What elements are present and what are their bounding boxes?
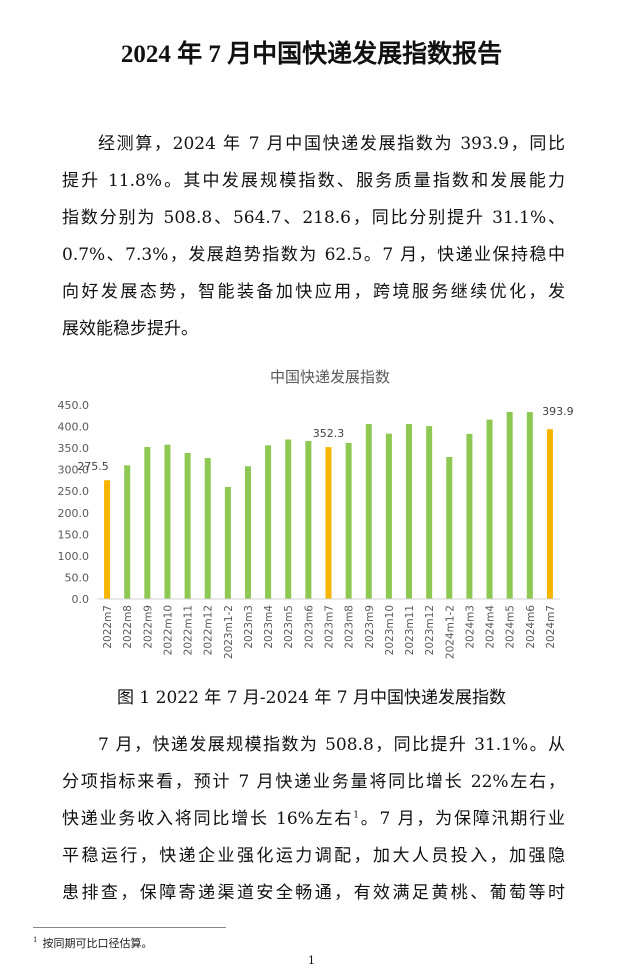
y-tick-label: 150.0 [58,528,90,541]
express-index-bar-chart: 中国快递发展指数 0.0 50.0 100.0 150.0 200.0 250.0 300.… [58,368,574,659]
text-line: 经测算，2024 年 7 月中国快递发展指数为 393.9，同比 [98,134,565,154]
y-tick-label: 300.0 [58,464,90,477]
bar-2022m8 [124,465,131,599]
x-tick-label: 2024m1-2 [444,605,456,659]
bar-2023m3 [244,466,251,599]
x-tick-label: 2023m10 [384,605,396,655]
page-number: 1 [308,954,315,967]
x-tick-label: 2022m9 [142,605,154,649]
y-tick-label: 250.0 [58,485,90,498]
bar-2022m10 [164,444,171,599]
x-tick-label: 2022m10 [162,605,174,655]
text-segment: 快递业务收入将同比增长 16%左右 [62,809,354,829]
bar-2023m10 [385,433,392,599]
x-tick-label: 2022m11 [183,605,195,655]
bar-2023m8 [345,442,352,599]
bars: 275.5 352.3 393.9 [77,405,574,599]
bar-2024m1-2 [446,456,453,599]
text-line: 指数分别为 508.8、564.7、218.6，同比分别提升 31.1%、 [62,208,565,228]
x-tick-label: 2023m7 [324,605,336,649]
y-tick-label: 100.0 [58,550,90,563]
x-tick-label: 2024m7 [545,605,557,649]
bar-2023m7 [325,447,332,599]
text-line: 快递业务收入将同比增长 16%左右1。7 月，为保障汛期行业 [62,801,565,838]
bar-2023m4 [265,445,272,599]
text-line: 平稳运行，快递企业强化运力调配，加大人员投入，加强隐 [62,846,565,866]
data-label: 393.9 [542,405,574,418]
bar-2022m9 [144,446,151,599]
bar-2024m3 [466,433,473,599]
bar-2024m7 [546,429,553,599]
bar-2023m5 [285,439,292,599]
bar-2023m1-2 [224,486,231,599]
bar-2023m6 [305,440,312,599]
page-title: 2024 年 7 月中国快递发展指数报告 [120,41,503,68]
x-tick-label: 2024m6 [525,605,537,649]
text-line: 0.7%、7.3%，发展趋势指数为 62.5。7 月，快递业保持稳中 [62,245,565,265]
x-tick-label: 2023m12 [424,605,436,655]
figure-caption: 图 1 2022 年 7 月-2024 年 7 月中国快递发展指数 [117,688,506,708]
bar-2024m4 [486,419,493,599]
footnote-ref[interactable]: 1 [353,810,359,821]
bar-2022m12 [204,458,211,599]
x-tick-label: 2023m11 [404,605,416,655]
x-tick-label: 2023m3 [243,605,255,649]
text-line: 提升 11.8%。其中发展规模指数、服务质量指数和发展能力 [62,171,565,191]
x-tick-label: 2022m7 [102,605,114,649]
bar-2022m11 [184,452,191,599]
x-tick-label: 2023m4 [263,605,275,649]
x-tick-label: 2024m3 [464,605,476,649]
x-tick-label: 2023m9 [364,605,376,649]
footnote: 1 按同期可比口径估算。 [33,935,152,951]
bar-2023m11 [406,423,413,599]
x-tick-label: 2024m4 [485,605,497,649]
y-axis: 0.0 50.0 100.0 150.0 200.0 250.0 300.0 350.0 400… [58,399,90,606]
y-tick-label: 350.0 [58,442,90,455]
text-line: 展效能稳步提升。 [62,319,198,339]
bar-2024m5 [506,411,513,599]
text-line: 7 月，快递发展规模指数为 508.8，同比提升 31.1%。从 [98,735,565,755]
bar-2024m6 [526,412,533,599]
x-tick-label: 2022m8 [122,605,134,649]
y-tick-label: 200.0 [58,507,90,520]
y-tick-label: 50.0 [65,571,90,584]
data-label: 275.5 [77,460,109,473]
chart-title: 中国快递发展指数 [270,368,390,386]
data-label: 352.3 [313,427,345,440]
y-tick-label: 400.0 [58,421,90,434]
x-tick-label: 2024m5 [505,605,517,649]
footnote-divider [33,927,226,928]
x-tick-label: 2023m6 [303,605,315,649]
x-tick-label: 2022m12 [203,605,215,655]
footnote-text: 按同期可比口径估算。 [42,937,153,950]
text-segment: 。7 月，为保障汛期行业 [358,809,565,829]
x-tick-label: 2023m8 [344,605,356,649]
text-line: 分项指标来看，预计 7 月快递业务量将同比增长 22%左右， [62,772,565,792]
paragraph-1: 经测算，2024 年 7 月中国快递发展指数为 393.9，同比 提升 11.8… [62,126,565,348]
bar-2023m9 [365,423,372,599]
bar-2023m12 [426,426,433,599]
x-axis: 2022m7 2022m8 2022m9 2022m10 2022m11 2022m12 2… [97,598,560,659]
paragraph-2: 7 月，快递发展规模指数为 508.8，同比提升 31.1%。从 分项指标来看，… [62,727,565,912]
footnote-marker: 1 [33,936,38,945]
bar-2022m7 [104,480,111,599]
y-tick-label: 0.0 [72,593,90,606]
x-tick-label: 2023m1-2 [223,605,235,659]
text-line: 患排查，保障寄递渠道安全畅通，有效满足黄桃、葡萄等时 [62,883,565,903]
text-line: 向好发展态势，智能装备加快应用，跨境服务继续优化，发 [62,282,565,302]
y-tick-label: 450.0 [58,399,90,412]
x-tick-label: 2023m5 [283,605,295,649]
